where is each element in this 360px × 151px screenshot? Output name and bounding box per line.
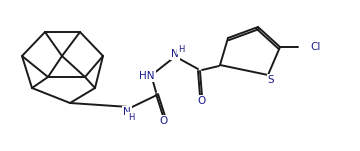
Text: O: O — [160, 116, 168, 126]
Text: H: H — [178, 45, 184, 53]
Text: N: N — [123, 107, 131, 117]
Text: HN: HN — [139, 71, 155, 81]
Text: H: H — [128, 112, 134, 122]
Text: N: N — [171, 49, 179, 59]
Text: S: S — [268, 75, 274, 85]
Text: O: O — [197, 96, 205, 106]
Text: Cl: Cl — [310, 42, 320, 52]
